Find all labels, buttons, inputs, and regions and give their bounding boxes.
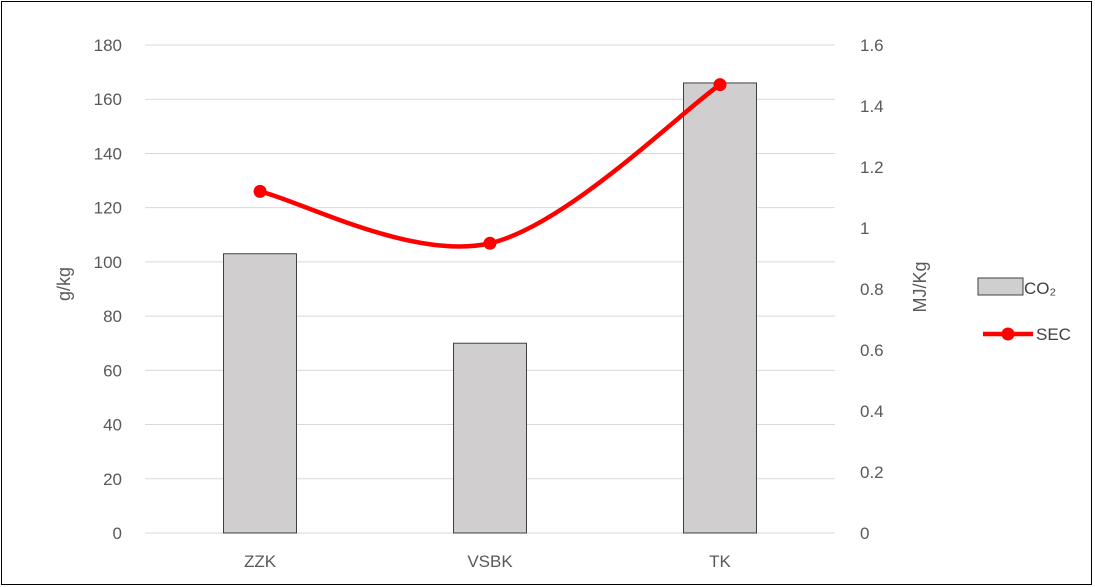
legend-swatch-sec-marker bbox=[1001, 327, 1015, 341]
y-right-tick-label: 0.4 bbox=[860, 402, 884, 421]
y-right-tick-label: 0.6 bbox=[860, 341, 884, 360]
legend-label-sec: SEC bbox=[1036, 325, 1071, 344]
sec-point-vsbk bbox=[483, 236, 497, 250]
y-left-tick-label: 60 bbox=[103, 361, 122, 380]
sec-point-zzk bbox=[253, 184, 267, 198]
x-axis-ticks: ZZK VSBK TK bbox=[244, 552, 732, 571]
right-axis-ticks: 0 0.2 0.4 0.6 0.8 1 1.2 1.4 1.6 bbox=[860, 36, 884, 543]
y-left-tick-label: 120 bbox=[94, 199, 122, 218]
y-left-tick-label: 140 bbox=[94, 144, 122, 163]
sec-line bbox=[253, 78, 727, 250]
y-left-tick-label: 80 bbox=[103, 307, 122, 326]
bars bbox=[223, 82, 757, 534]
y-left-tick-label: 160 bbox=[94, 90, 122, 109]
y-left-tick-label: 20 bbox=[103, 470, 122, 489]
y-right-tick-label: 0 bbox=[860, 524, 869, 543]
x-tick-label: VSBK bbox=[467, 552, 513, 571]
y-right-tick-label: 1 bbox=[860, 219, 869, 238]
legend: CO₂ SEC bbox=[977, 277, 1071, 344]
y-right-tick-label: 1.4 bbox=[860, 97, 884, 116]
y-left-tick-label: 100 bbox=[94, 253, 122, 272]
y-right-tick-label: 1.6 bbox=[860, 36, 884, 55]
x-tick-label: ZZK bbox=[244, 552, 277, 571]
y-left-tick-label: 40 bbox=[103, 416, 122, 435]
y-right-tick-label: 0.2 bbox=[860, 463, 884, 482]
y-right-tick-label: 0.8 bbox=[860, 280, 884, 299]
sec-series-line bbox=[257, 82, 723, 249]
x-tick-label: TK bbox=[709, 552, 731, 571]
y-left-tick-label: 180 bbox=[94, 36, 122, 55]
legend-label-co2: CO₂ bbox=[1024, 279, 1056, 298]
legend-swatch-co2 bbox=[977, 277, 1024, 296]
y-axis-right-title: MJ/Kg bbox=[910, 261, 930, 312]
y-left-tick-label: 0 bbox=[113, 524, 122, 543]
bar-zzk bbox=[223, 253, 297, 534]
y-axis-left-title: g/kg bbox=[54, 267, 74, 301]
sec-point-tk bbox=[713, 78, 727, 92]
left-axis-ticks: 0 20 40 60 80 100 120 140 160 180 bbox=[94, 36, 122, 543]
bar-vsbk bbox=[453, 342, 527, 534]
y-right-tick-label: 1.2 bbox=[860, 158, 884, 177]
bar-tk bbox=[683, 82, 757, 534]
